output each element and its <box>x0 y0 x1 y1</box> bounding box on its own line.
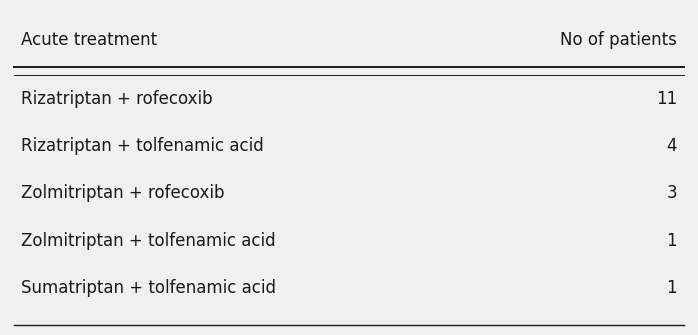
Text: 11: 11 <box>656 90 677 108</box>
Text: Zolmitriptan + tolfenamic acid: Zolmitriptan + tolfenamic acid <box>21 232 276 250</box>
Text: Sumatriptan + tolfenamic acid: Sumatriptan + tolfenamic acid <box>21 279 276 297</box>
Text: Rizatriptan + rofecoxib: Rizatriptan + rofecoxib <box>21 90 213 108</box>
Text: Acute treatment: Acute treatment <box>21 31 157 49</box>
Text: 1: 1 <box>667 279 677 297</box>
Text: 1: 1 <box>667 232 677 250</box>
Text: Zolmitriptan + rofecoxib: Zolmitriptan + rofecoxib <box>21 185 225 202</box>
Text: 3: 3 <box>667 185 677 202</box>
Text: No of patients: No of patients <box>560 31 677 49</box>
Text: 4: 4 <box>667 137 677 155</box>
Text: Rizatriptan + tolfenamic acid: Rizatriptan + tolfenamic acid <box>21 137 264 155</box>
